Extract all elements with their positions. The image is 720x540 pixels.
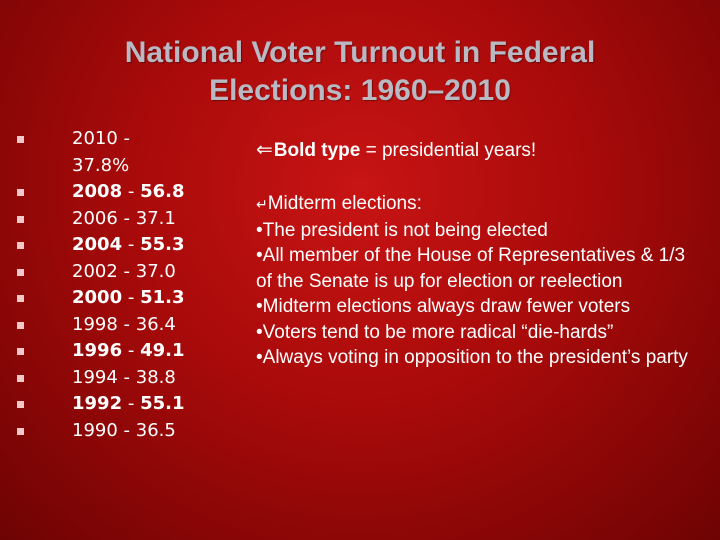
turnout-item: 2006 - 37.1 — [14, 206, 244, 233]
square-bullet-icon — [17, 136, 24, 143]
square-bullet-icon — [17, 242, 24, 249]
midterm-point: •Voters tend to be more radical “die-har… — [256, 321, 614, 343]
turnout-value: 56.8 — [140, 181, 185, 202]
turnout-separator: - — [122, 287, 141, 308]
turnout-separator: - — [122, 393, 141, 414]
turnout-separator: - — [117, 366, 136, 388]
turnout-separator: - — [117, 260, 136, 282]
turnout-separator: - — [117, 419, 136, 441]
title-line-2: Elections: 1960–2010 — [209, 74, 511, 107]
square-bullet-icon — [17, 268, 24, 276]
square-bullet-icon — [17, 374, 24, 382]
slide-title: National Voter Turnout in Federal Electi… — [40, 34, 680, 110]
square-bullet-icon — [17, 401, 24, 408]
title-line-1: National Voter Turnout in Federal — [124, 36, 596, 69]
turnout-year: 2004 — [72, 234, 123, 255]
midterm-point: •All member of the House of Representati… — [256, 245, 686, 292]
turnout-list: 2010 - 37.8% 2008 - 56.8 2006 - 37.1 2004 -… — [14, 126, 244, 444]
turnout-value: 38.8 — [135, 366, 176, 388]
midterm-point: •The president is not being elected — [256, 219, 548, 241]
turnout-value: 36.5 — [135, 419, 176, 441]
turnout-value: 37.1 — [135, 207, 176, 229]
note-bold-text: Bold type — [273, 140, 361, 161]
turnout-item: 1998 - 36.4 — [14, 312, 244, 339]
turnout-separator: - — [122, 181, 141, 202]
turnout-year: 1992 — [72, 393, 123, 414]
return-icon: ↵ — [256, 196, 268, 212]
turnout-value: 36.4 — [135, 313, 176, 335]
turnout-value: 49.1 — [140, 340, 185, 361]
square-bullet-icon — [17, 189, 24, 196]
turnout-item: 1992 - 55.1 — [14, 391, 244, 418]
turnout-item: 1994 - 38.8 — [14, 365, 244, 392]
turnout-item: 2010 - 37.8% — [14, 126, 244, 179]
note-rest-text: = presidential years! — [360, 140, 537, 161]
turnout-value: 37.0 — [135, 260, 176, 282]
turnout-item: 2000 - 51.3 — [14, 285, 244, 312]
turnout-separator: - — [122, 234, 141, 255]
turnout-year: 2000 — [72, 287, 123, 308]
turnout-year: 2010 — [72, 128, 118, 149]
turnout-year: 1994 — [72, 366, 118, 388]
notes-panel: ⇐Bold type = presidential years! ↵Midter… — [256, 136, 706, 371]
turnout-item: 1990 - 36.5 — [14, 418, 244, 445]
square-bullet-icon — [17, 321, 24, 329]
midterm-notes: ↵Midterm elections: •The president is no… — [256, 191, 706, 371]
turnout-year: 1990 — [72, 419, 118, 441]
midterm-heading-text: Midterm elections: — [267, 193, 422, 214]
turnout-year: 2006 — [72, 207, 118, 229]
left-arrow-icon: ⇐ — [256, 139, 273, 161]
turnout-year: 1998 — [72, 313, 118, 335]
square-bullet-icon — [17, 427, 24, 435]
turnout-separator: - — [117, 207, 136, 229]
turnout-separator: - — [117, 128, 131, 149]
bold-type-note: ⇐Bold type = presidential years! — [256, 136, 706, 165]
midterm-heading: ↵Midterm elections: — [256, 191, 706, 218]
turnout-value: 37.8% — [72, 154, 130, 176]
square-bullet-icon — [17, 348, 24, 355]
turnout-separator: - — [117, 313, 136, 335]
turnout-year: 2008 — [72, 181, 123, 202]
midterm-point: •Always voting in opposition to the pres… — [256, 347, 688, 368]
turnout-item: 2002 - 37.0 — [14, 259, 244, 286]
turnout-item: 2004 - 55.3 — [14, 232, 244, 259]
square-bullet-icon — [17, 215, 24, 223]
turnout-value: 55.1 — [140, 393, 185, 414]
turnout-year: 2002 — [72, 260, 118, 282]
turnout-value: 55.3 — [140, 234, 185, 255]
midterm-point: •Midterm elections always draw fewer vot… — [256, 296, 631, 317]
turnout-separator: - — [122, 340, 141, 361]
turnout-value: 51.3 — [140, 287, 185, 308]
square-bullet-icon — [17, 295, 24, 302]
turnout-year: 1996 — [72, 340, 123, 361]
turnout-item: 2008 - 56.8 — [14, 179, 244, 206]
turnout-item: 1996 - 49.1 — [14, 338, 244, 365]
